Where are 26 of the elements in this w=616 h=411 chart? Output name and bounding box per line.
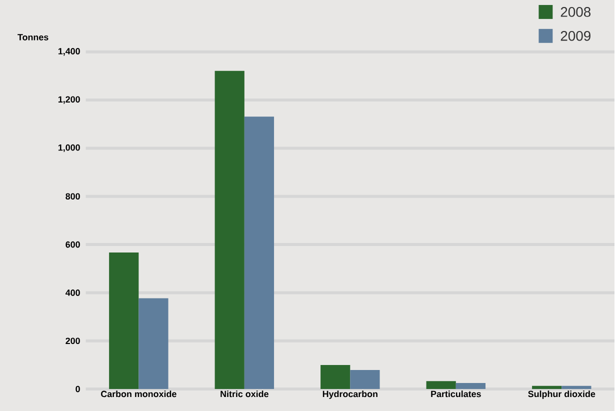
y-axis-title: Tonnes: [18, 34, 48, 40]
x-tick-label: Carbon monoxide: [101, 390, 176, 398]
bar: [214, 70, 244, 390]
bar: [138, 298, 168, 390]
y-tick-label: 200: [66, 338, 80, 344]
y-tick-label: 1,000: [58, 144, 80, 152]
bar: [109, 252, 139, 390]
x-tick-label: Sulphur dioxide: [528, 390, 596, 399]
y-tick-label: 400: [66, 290, 80, 296]
bar: [562, 386, 592, 390]
bar: [350, 370, 380, 390]
bar: [426, 381, 456, 390]
y-tick-label: 1,400: [58, 48, 80, 56]
y-tick-label: 0: [76, 386, 80, 392]
bar: [456, 383, 486, 390]
x-tick-label: Nitric oxide: [220, 390, 268, 398]
y-tick-label: 600: [66, 241, 80, 248]
legend-label: 2008: [560, 7, 591, 17]
legend-label: 2009: [560, 30, 590, 41]
bar: [244, 116, 274, 390]
x-tick-label: Particulates: [431, 390, 481, 398]
bar: [320, 364, 350, 390]
bar: [532, 386, 562, 390]
y-tick-label: 800: [66, 193, 80, 200]
x-tick-label: Hydrocarbon: [322, 390, 378, 399]
y-tick-label: 1,200: [58, 96, 80, 104]
